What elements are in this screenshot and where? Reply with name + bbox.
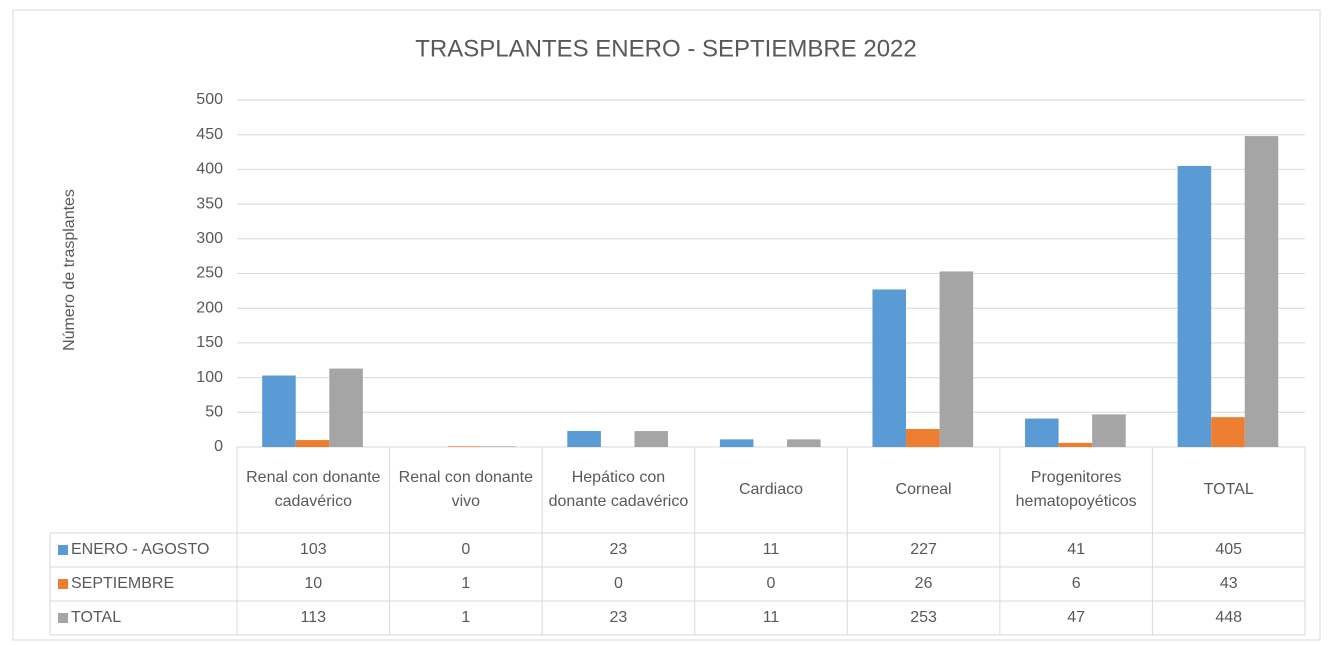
table-value: 11 xyxy=(763,541,780,558)
y-tick-label: 450 xyxy=(196,126,223,143)
bar xyxy=(787,439,821,447)
bar xyxy=(295,440,330,447)
bar xyxy=(906,428,940,447)
category-cell: Corneal xyxy=(895,481,952,498)
bar xyxy=(634,431,669,447)
y-tick-label: 400 xyxy=(196,161,223,178)
legend-label: TOTAL xyxy=(71,609,121,626)
legend-label: ENERO - AGOSTO xyxy=(71,541,209,558)
bar xyxy=(939,271,974,447)
bar xyxy=(1211,417,1245,447)
category-cell: TOTAL xyxy=(1203,481,1254,498)
category-cell: Progenitores hematopoyéticos xyxy=(1015,469,1137,510)
table-value: 0 xyxy=(614,575,623,592)
category-cell: Hepático con donante cadavérico xyxy=(548,469,689,510)
table-value: 23 xyxy=(610,541,628,558)
table-value: 43 xyxy=(1220,575,1238,592)
x-tick-label: Renal con donante cadavérico xyxy=(246,469,381,510)
table-value: 23 xyxy=(610,609,628,626)
table-value: 41 xyxy=(1067,541,1085,558)
table-value: 113 xyxy=(301,609,327,626)
table-value: 448 xyxy=(1215,609,1242,626)
legend-key xyxy=(58,545,68,555)
y-axis-label: Número de trasplantes xyxy=(61,189,78,351)
bar xyxy=(481,446,516,447)
table-value: 26 xyxy=(915,575,933,592)
bar xyxy=(1058,442,1093,447)
table-value: 0 xyxy=(767,575,776,592)
y-tick-label: 50 xyxy=(205,404,223,421)
y-tick-label: 200 xyxy=(196,299,223,316)
table-value: 6 xyxy=(1072,575,1081,592)
y-tick-label: 500 xyxy=(196,91,223,108)
bar xyxy=(872,289,907,447)
bar xyxy=(329,368,363,447)
y-tick-label: 250 xyxy=(196,265,223,282)
bar xyxy=(1244,136,1279,447)
x-tick-label: Progenitores hematopoyéticos xyxy=(1015,469,1137,510)
bar xyxy=(1092,414,1126,447)
category-cell: Renal con donante cadavérico xyxy=(246,469,381,510)
x-tick-label: Cardiaco xyxy=(738,481,803,498)
table-value: 47 xyxy=(1067,609,1085,626)
table-value: 405 xyxy=(1215,541,1242,558)
chart-title: TRASPLANTES ENERO - SEPTIEMBRE 2022 xyxy=(415,35,916,62)
y-tick-label: 350 xyxy=(196,195,223,212)
y-tick-label: 300 xyxy=(196,230,223,247)
bar xyxy=(448,446,482,447)
category-cell: Cardiaco xyxy=(738,481,803,498)
bar xyxy=(719,439,754,447)
legend-key xyxy=(58,579,68,589)
x-tick-label: Hepático con donante cadavérico xyxy=(548,469,689,510)
chart-border xyxy=(12,9,1321,641)
bar xyxy=(1177,165,1212,447)
table-value: 10 xyxy=(304,575,322,592)
x-tick-label: Renal con donante vivo xyxy=(398,469,533,510)
category-cell: Renal con donante vivo xyxy=(398,469,533,510)
y-tick-label: 100 xyxy=(196,369,223,386)
bar xyxy=(567,431,601,447)
table-value: 253 xyxy=(910,609,937,626)
bar xyxy=(1025,418,1059,447)
table-value: 1 xyxy=(461,575,470,592)
table-value: 227 xyxy=(910,541,937,558)
y-tick-label: 0 xyxy=(214,438,223,455)
x-tick-label: Corneal xyxy=(895,481,952,498)
y-tick-label: 150 xyxy=(196,334,223,351)
table-value: 11 xyxy=(763,609,780,626)
table-value: 1 xyxy=(461,609,470,626)
x-tick-label: TOTAL xyxy=(1203,481,1254,498)
legend-key xyxy=(58,613,68,623)
bar xyxy=(262,375,296,447)
table-value: 0 xyxy=(461,541,470,558)
table-value: 103 xyxy=(300,541,327,558)
legend-label: SEPTIEMBRE xyxy=(71,575,174,592)
